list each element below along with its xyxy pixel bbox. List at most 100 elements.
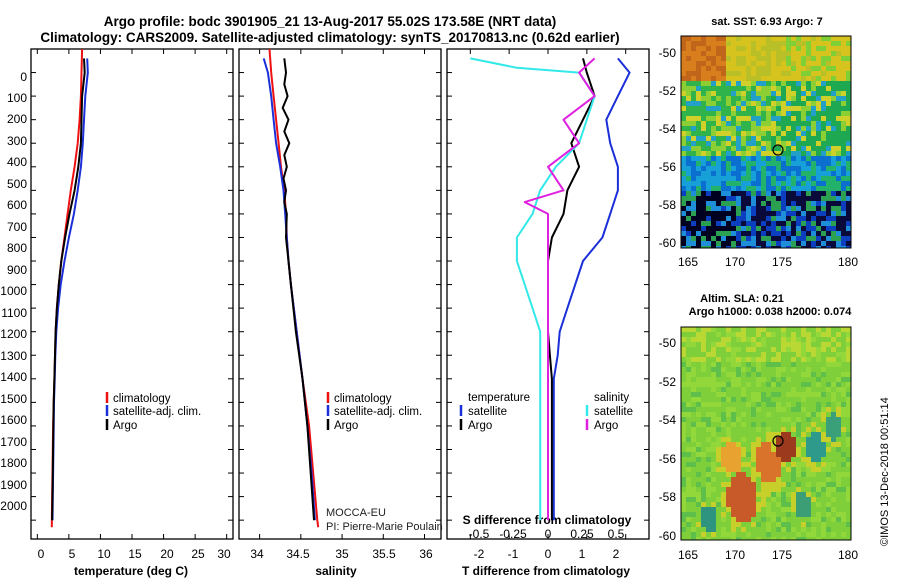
sla-cell — [821, 412, 826, 417]
sst-cell — [836, 106, 841, 111]
sla-cell — [701, 367, 706, 372]
sla-cell — [841, 332, 846, 337]
sla-cell — [731, 347, 736, 352]
sla-cell — [831, 527, 836, 532]
sst-cell — [746, 166, 751, 171]
sla-cell — [761, 422, 766, 427]
sla-cell — [681, 392, 686, 397]
sst-cell — [811, 86, 816, 91]
sst-cell — [836, 61, 841, 66]
sst-cell — [711, 201, 716, 206]
sst-cell — [776, 51, 781, 56]
sst-cell — [736, 101, 741, 106]
sla-cell — [801, 457, 806, 462]
sla-cell — [691, 407, 696, 412]
sla-cell — [716, 382, 721, 387]
sst-cell — [801, 91, 806, 96]
sla-cell — [701, 422, 706, 427]
sst-cell — [821, 51, 826, 56]
sst-cell — [701, 136, 706, 141]
sla-cell — [786, 402, 791, 407]
sst-cell — [761, 111, 766, 116]
sst-cell — [746, 206, 751, 211]
sst-cell — [806, 131, 811, 136]
sst-cell — [736, 236, 741, 241]
sst-cell — [681, 86, 686, 91]
sla-cell — [826, 502, 831, 507]
sla-cell — [706, 527, 711, 532]
sst-cell — [731, 116, 736, 121]
sla-cell — [781, 327, 786, 332]
sst-cell — [836, 41, 841, 46]
sla-cell — [796, 467, 801, 472]
sst-cell — [806, 181, 811, 186]
sla-cell — [726, 367, 731, 372]
sst-cell — [726, 201, 731, 206]
sst-cell — [781, 206, 786, 211]
sla-cell — [796, 492, 801, 497]
sla-cell — [736, 487, 741, 492]
sst-cell — [721, 141, 726, 146]
sst-cell — [751, 191, 756, 196]
sla-cell — [741, 352, 746, 357]
sla-cell — [816, 347, 821, 352]
sst-cell — [811, 51, 816, 56]
sla-cell — [761, 367, 766, 372]
sst-cell — [731, 176, 736, 181]
sla-cell — [806, 352, 811, 357]
sst-cell — [816, 151, 821, 156]
sst-cell — [681, 171, 686, 176]
sla-cell — [736, 387, 741, 392]
sla-cell — [776, 472, 781, 477]
sst-cell — [801, 171, 806, 176]
sla-cell — [846, 472, 851, 477]
sst-cell — [731, 111, 736, 116]
sst-cell — [841, 41, 846, 46]
sst-cell — [701, 86, 706, 91]
sla-cell — [791, 462, 796, 467]
sst-cell — [826, 81, 831, 86]
sla-cell — [821, 492, 826, 497]
sla-cell — [751, 392, 756, 397]
sst-cell — [836, 206, 841, 211]
sla-cell — [766, 372, 771, 377]
sst-cell — [756, 236, 761, 241]
sla-cell — [841, 497, 846, 502]
sla-cell — [846, 462, 851, 467]
sla-cell — [816, 447, 821, 452]
sst-cell — [721, 196, 726, 201]
sla-cell — [801, 522, 806, 527]
sla-cell — [841, 352, 846, 357]
sst-cell — [751, 66, 756, 71]
sla-cell — [711, 457, 716, 462]
sst-cell — [731, 191, 736, 196]
depth-tick-label: 100 — [7, 91, 27, 105]
sla-cell — [736, 537, 741, 540]
sla-cell — [736, 492, 741, 497]
sst-cell — [691, 211, 696, 216]
sst-cell — [791, 126, 796, 131]
sst-cell — [806, 91, 811, 96]
sla-cell — [716, 342, 721, 347]
sla-cell — [831, 362, 836, 367]
sla-cell — [836, 342, 841, 347]
lat-tick-label: -54 — [659, 413, 677, 427]
sla-cell — [736, 407, 741, 412]
sst-cell — [696, 61, 701, 66]
sst-cell — [691, 196, 696, 201]
sla-cell — [836, 457, 841, 462]
sst-cell — [706, 56, 711, 61]
sst-cell — [691, 41, 696, 46]
sst-cell — [771, 166, 776, 171]
sla-cell — [681, 347, 686, 352]
sst-cell — [806, 151, 811, 156]
sst-cell — [846, 141, 851, 146]
sla-cell — [821, 417, 826, 422]
sst-cell — [826, 201, 831, 206]
sst-cell — [746, 71, 751, 76]
sla-cell — [846, 342, 851, 347]
temperature-argo-line — [51, 58, 86, 521]
sla-cell — [726, 527, 731, 532]
sst-cell — [706, 166, 711, 171]
sla-cell — [776, 327, 781, 332]
